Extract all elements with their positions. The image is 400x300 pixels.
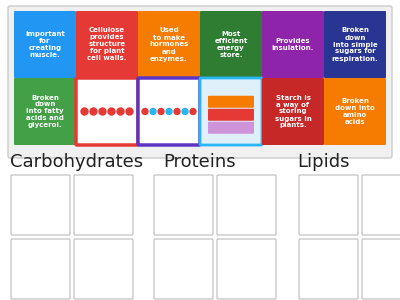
FancyBboxPatch shape bbox=[200, 11, 262, 78]
FancyBboxPatch shape bbox=[76, 11, 138, 78]
FancyBboxPatch shape bbox=[138, 11, 200, 78]
FancyBboxPatch shape bbox=[324, 11, 386, 78]
FancyBboxPatch shape bbox=[74, 175, 133, 235]
Text: Used
to make
hormones
and
enzymes.: Used to make hormones and enzymes. bbox=[149, 28, 189, 62]
Text: Important
for
creating
muscle.: Important for creating muscle. bbox=[25, 31, 65, 58]
Text: Lipids: Lipids bbox=[297, 153, 350, 171]
Text: Cellulose
provides
structure
for plant
cell walls.: Cellulose provides structure for plant c… bbox=[87, 28, 127, 62]
Circle shape bbox=[142, 109, 148, 115]
Circle shape bbox=[81, 108, 88, 115]
Text: Provides
insulation.: Provides insulation. bbox=[272, 38, 314, 51]
FancyBboxPatch shape bbox=[14, 11, 76, 78]
Text: Broken
down
into simple
sugars for
respiration.: Broken down into simple sugars for respi… bbox=[332, 28, 378, 62]
Text: Carbohydrates: Carbohydrates bbox=[10, 153, 143, 171]
FancyBboxPatch shape bbox=[217, 239, 276, 299]
Circle shape bbox=[126, 108, 133, 115]
FancyBboxPatch shape bbox=[138, 78, 200, 145]
FancyBboxPatch shape bbox=[14, 78, 76, 145]
FancyBboxPatch shape bbox=[208, 122, 254, 134]
Text: Starch is
a way of
storing
sugars in
plants.: Starch is a way of storing sugars in pla… bbox=[275, 94, 311, 128]
Circle shape bbox=[99, 108, 106, 115]
FancyBboxPatch shape bbox=[299, 175, 358, 235]
FancyBboxPatch shape bbox=[200, 78, 262, 145]
Text: Broken
down
into fatty
acids and
glycerol.: Broken down into fatty acids and glycero… bbox=[26, 94, 64, 128]
Circle shape bbox=[108, 108, 115, 115]
FancyBboxPatch shape bbox=[362, 239, 400, 299]
FancyBboxPatch shape bbox=[11, 175, 70, 235]
FancyBboxPatch shape bbox=[208, 109, 254, 121]
Text: Broken
down into
amino
acids: Broken down into amino acids bbox=[335, 98, 375, 125]
FancyBboxPatch shape bbox=[217, 175, 276, 235]
Circle shape bbox=[182, 109, 188, 115]
FancyBboxPatch shape bbox=[262, 78, 324, 145]
FancyBboxPatch shape bbox=[11, 239, 70, 299]
Circle shape bbox=[117, 108, 124, 115]
FancyBboxPatch shape bbox=[362, 175, 400, 235]
Text: Most
efficient
energy
store.: Most efficient energy store. bbox=[214, 31, 248, 58]
FancyBboxPatch shape bbox=[76, 78, 138, 145]
FancyBboxPatch shape bbox=[154, 239, 213, 299]
Circle shape bbox=[90, 108, 97, 115]
Circle shape bbox=[190, 109, 196, 115]
Circle shape bbox=[166, 109, 172, 115]
FancyBboxPatch shape bbox=[299, 239, 358, 299]
FancyBboxPatch shape bbox=[324, 78, 386, 145]
FancyBboxPatch shape bbox=[208, 96, 254, 108]
FancyBboxPatch shape bbox=[74, 239, 133, 299]
FancyBboxPatch shape bbox=[8, 6, 392, 158]
Circle shape bbox=[174, 109, 180, 115]
Text: Proteins: Proteins bbox=[164, 153, 236, 171]
FancyBboxPatch shape bbox=[154, 175, 213, 235]
FancyBboxPatch shape bbox=[262, 11, 324, 78]
Circle shape bbox=[150, 109, 156, 115]
Circle shape bbox=[158, 109, 164, 115]
